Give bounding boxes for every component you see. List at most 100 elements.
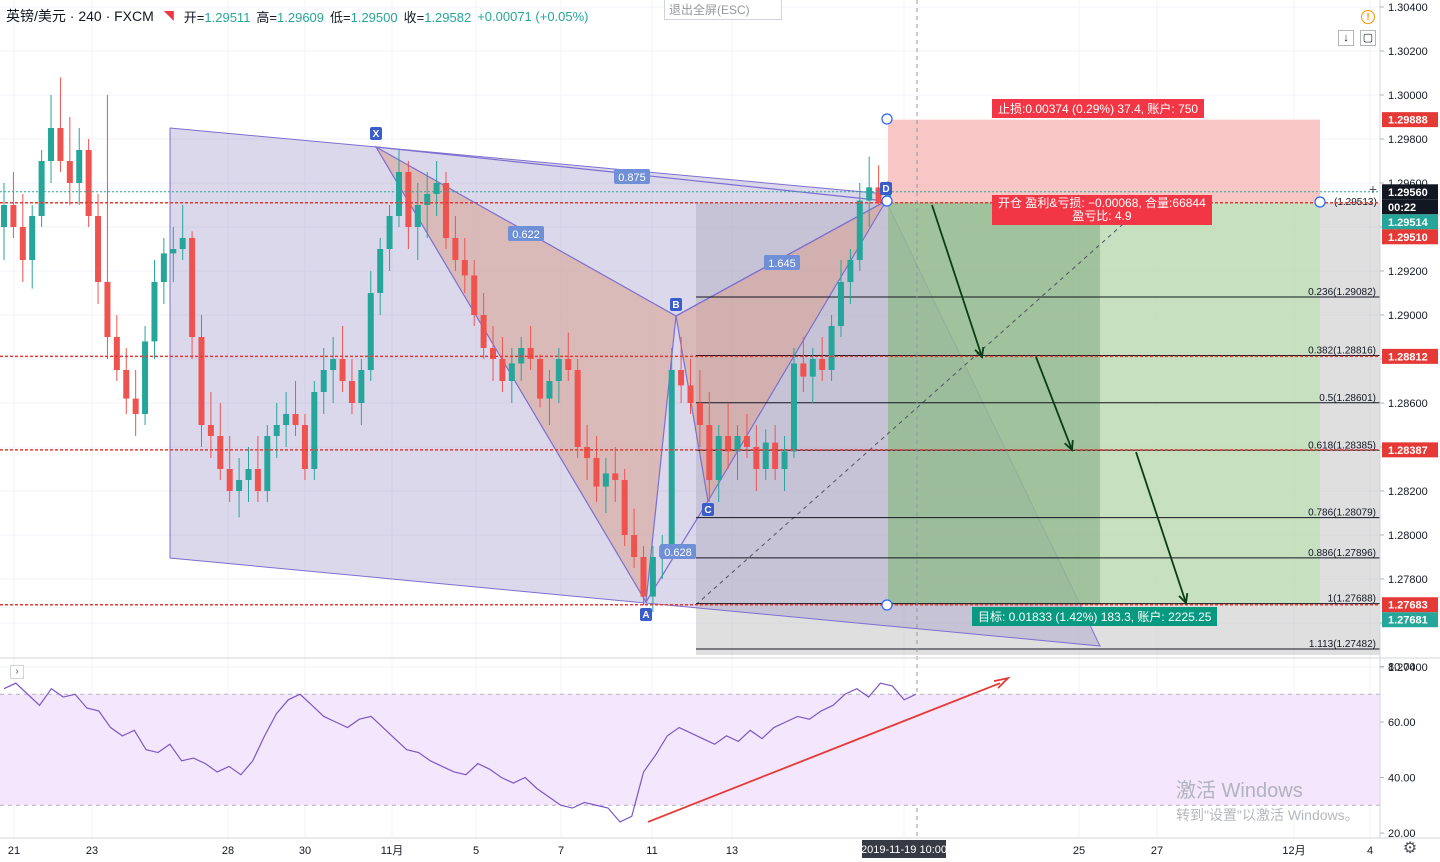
- stop-loss-zone: [888, 119, 1320, 203]
- rsi-trendline: [647, 682, 1001, 823]
- candle-body: [555, 359, 562, 381]
- pattern-point-badge: [670, 298, 682, 311]
- exit-fullscreen-button[interactable]: 退出全屏(ESC): [664, 0, 782, 20]
- candle-body: [490, 348, 497, 359]
- candle-body: [292, 414, 299, 425]
- warning-icon[interactable]: !: [1361, 10, 1375, 24]
- projection-arrow-head: [1064, 439, 1074, 452]
- pattern-point-badge: [370, 127, 382, 140]
- candle-body: [508, 363, 515, 381]
- candle-body: [546, 381, 553, 399]
- open-position-label: 开仓 盈利&亏损: −0.00068, 合量:66844 盈亏比: 4.9: [992, 195, 1212, 225]
- candle-body: [452, 238, 459, 260]
- candle-body: [734, 436, 741, 452]
- fib-label: 0.886(1.27896): [1308, 548, 1376, 559]
- candle-body: [170, 249, 177, 254]
- windows-watermark: 激活 Windows 转到"设置"以激活 Windows。: [1176, 774, 1359, 825]
- candle-body: [339, 359, 346, 381]
- candle-body: [696, 403, 703, 425]
- candle-body: [236, 480, 243, 491]
- candle-body: [819, 359, 826, 370]
- candle-body: [358, 370, 365, 403]
- candle-body: [424, 194, 431, 205]
- collapse-icon[interactable]: ›: [10, 665, 24, 679]
- time-cursor-badge: [862, 840, 946, 858]
- profit-target-zone-dark: [888, 202, 1100, 605]
- candle-body: [593, 458, 600, 487]
- pattern-ratio-badge: [660, 544, 696, 559]
- candle-body: [283, 414, 290, 425]
- candle-body: [631, 535, 638, 557]
- price-axis-badge: [1382, 184, 1438, 200]
- pattern-ratio-label: 0.875: [618, 172, 646, 184]
- price-axis-badge-label: 1.27683: [1388, 600, 1428, 612]
- candle-body: [348, 381, 355, 403]
- low-label: 低=: [330, 9, 351, 25]
- pattern-ratio-label: 1.645: [768, 258, 796, 270]
- candle-body: [790, 363, 797, 452]
- symbol-title[interactable]: 英镑/美元 · 240 · FXCM: [6, 8, 154, 24]
- candle-body: [386, 216, 393, 249]
- candle-body: [762, 442, 769, 469]
- price-axis-badge-label: 1.27681: [1388, 615, 1428, 627]
- time-cursor-label: 2019-11-19 10:00: [861, 844, 947, 856]
- price-axis-badge-label: 00:22: [1388, 202, 1416, 214]
- candle-body: [875, 187, 882, 203]
- price-tick-label: 1.30200: [1388, 46, 1428, 58]
- time-tick-label: 28: [222, 845, 234, 857]
- watermark-line-1: 激活 Windows: [1176, 780, 1303, 802]
- candle-body: [395, 172, 402, 216]
- pattern-ratio-badge: [764, 255, 800, 270]
- candle-body: [113, 337, 120, 370]
- candle-body: [687, 385, 694, 403]
- candle-body: [132, 398, 139, 414]
- arrow-down-icon[interactable]: ↓: [1338, 30, 1354, 46]
- candle-body: [433, 183, 440, 194]
- time-tick-label: 5: [473, 845, 479, 857]
- pattern-point-badge: [640, 608, 652, 621]
- candle-body: [10, 205, 17, 227]
- candle-body: [602, 473, 609, 487]
- restore-icon[interactable]: ▢: [1360, 30, 1376, 46]
- candle-body: [1, 205, 7, 227]
- candle-body: [480, 315, 487, 348]
- fib-label: 0.618(1.28385): [1308, 440, 1376, 451]
- pattern-ratio-badge: [508, 226, 544, 241]
- candle-body: [856, 200, 863, 260]
- fib-label: 0.5(1.28601): [1319, 393, 1376, 404]
- candle-body: [461, 260, 468, 276]
- price-axis-badge: [1382, 112, 1438, 128]
- candle-body: [320, 370, 327, 392]
- candle-body: [649, 557, 656, 597]
- candle-body: [678, 370, 685, 386]
- open-value: 1.29511: [204, 9, 251, 25]
- candle-body: [781, 451, 788, 469]
- plus-icon[interactable]: +: [1368, 181, 1378, 197]
- candle-body: [377, 249, 384, 293]
- projection-arrow: [1035, 356, 1073, 451]
- close-label: 收=: [403, 9, 425, 25]
- open-position-line-1: 开仓 盈利&亏损: −0.00068, 合量:66844: [998, 196, 1206, 210]
- price-tick-label: 1.28000: [1388, 530, 1428, 542]
- price-axis-badge: [1382, 612, 1438, 628]
- price-axis-badge-label: 1.28387: [1388, 445, 1428, 457]
- time-tick-label: 27: [1151, 845, 1163, 857]
- low-value: 1.29500: [350, 9, 398, 25]
- price-tick-label: 1.28600: [1388, 398, 1428, 410]
- candle-body: [866, 187, 873, 201]
- projection-arrow-head: [1178, 592, 1189, 605]
- gear-icon[interactable]: ⚙: [1402, 840, 1418, 857]
- price-tick-label: 1.27400: [1388, 662, 1428, 674]
- candle-body: [612, 473, 619, 480]
- candle-body: [217, 436, 224, 469]
- candle-body: [160, 253, 167, 282]
- candle-body: [828, 326, 835, 370]
- pattern-point-label: X: [373, 129, 380, 140]
- time-tick-label: 4: [1367, 845, 1373, 857]
- candle-body: [471, 275, 478, 315]
- candle-body: [885, 187, 891, 203]
- candle-body: [706, 425, 713, 480]
- candle-body: [29, 216, 36, 260]
- rsi-tick-label: 20.00: [1388, 828, 1416, 840]
- candle-body: [207, 425, 214, 436]
